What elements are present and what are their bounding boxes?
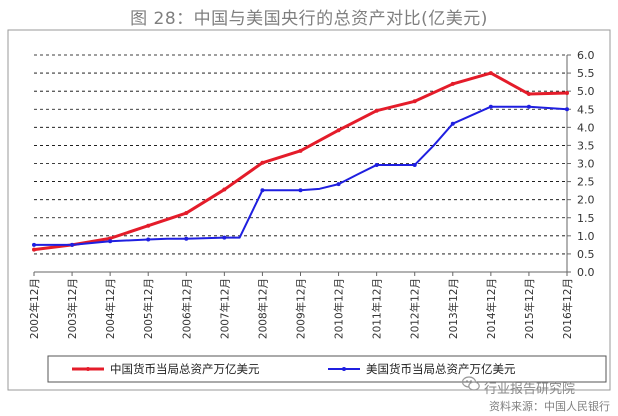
data-point (146, 223, 151, 228)
x-tick-label: 2014年12月 (485, 278, 498, 339)
y-tick-label: 5.0 (577, 85, 595, 98)
data-point (412, 162, 417, 167)
chart-frame (7, 29, 611, 391)
data-point (565, 107, 569, 112)
data-point (108, 239, 113, 244)
data-point (32, 247, 36, 252)
data-point (184, 236, 189, 241)
data-point (526, 104, 531, 109)
y-tick-label: 2.5 (577, 176, 595, 189)
y-tick-label: 3.5 (577, 139, 595, 152)
chart-title: 图 28：中国与美国央行的总资产对比(亿美元) (130, 9, 488, 29)
x-tick-label: 2016年12月 (561, 278, 574, 339)
y-tick-label: 0.0 (577, 266, 595, 279)
data-point (412, 99, 417, 104)
y-tick-label: 6.0 (577, 49, 595, 62)
data-point (298, 188, 303, 193)
data-point (450, 81, 455, 86)
x-tick-label: 2015年12月 (523, 278, 536, 339)
x-tick-label: 2005年12月 (142, 278, 155, 339)
data-point (260, 160, 265, 165)
legend-us-label: 美国货币当局总资产万亿美元 (366, 362, 516, 376)
source-note: 资料来源：中国人民银行 (489, 400, 610, 413)
y-tick-label: 5.5 (577, 67, 595, 80)
x-tick-label: 2008年12月 (256, 278, 269, 339)
data-point (450, 121, 455, 126)
watermark: 行业报告研究院 (484, 382, 576, 397)
x-tick-label: 2009年12月 (295, 278, 308, 339)
x-tick-label: 2013年12月 (447, 278, 460, 339)
y-tick-label: 0.5 (577, 248, 595, 261)
legend-china-marker (86, 367, 90, 371)
data-point (146, 237, 151, 242)
data-point (374, 162, 379, 167)
x-tick-label: 2002年12月 (28, 278, 41, 339)
data-point (222, 235, 227, 240)
x-tick-label: 2006年12月 (180, 278, 193, 339)
series-line-us (34, 105, 568, 246)
data-point (298, 148, 303, 153)
data-point (70, 242, 75, 247)
data-point (336, 182, 341, 187)
x-tick-label: 2003年12月 (66, 278, 79, 339)
legend-box (47, 355, 607, 383)
data-point (260, 188, 265, 193)
y-tick-label: 4.5 (577, 103, 595, 116)
data-point (526, 92, 531, 97)
data-point (336, 128, 341, 133)
data-point (222, 187, 227, 192)
legend-us-marker (342, 367, 346, 371)
legend-china-label: 中国货币当局总资产万亿美元 (110, 362, 260, 376)
series-line-china (33, 71, 568, 252)
data-point (488, 71, 493, 76)
y-tick-label: 3.0 (577, 158, 595, 171)
x-tick-label: 2012年12月 (409, 278, 422, 339)
data-point (565, 90, 569, 95)
data-point (488, 104, 493, 109)
x-tick-label: 2007年12月 (218, 278, 231, 339)
data-point (374, 108, 379, 113)
x-tick-label: 2010年12月 (333, 278, 346, 339)
wechat-icon (462, 376, 480, 391)
data-point (108, 236, 113, 241)
x-tick-label: 2004年12月 (104, 278, 117, 339)
y-tick-label: 2.0 (577, 194, 595, 207)
y-tick-label: 4.0 (577, 121, 595, 134)
y-tick-label: 1.5 (577, 212, 595, 225)
data-point (184, 211, 189, 216)
y-tick-label: 1.0 (577, 230, 595, 243)
x-tick-label: 2011年12月 (371, 278, 384, 339)
data-point (32, 242, 36, 247)
